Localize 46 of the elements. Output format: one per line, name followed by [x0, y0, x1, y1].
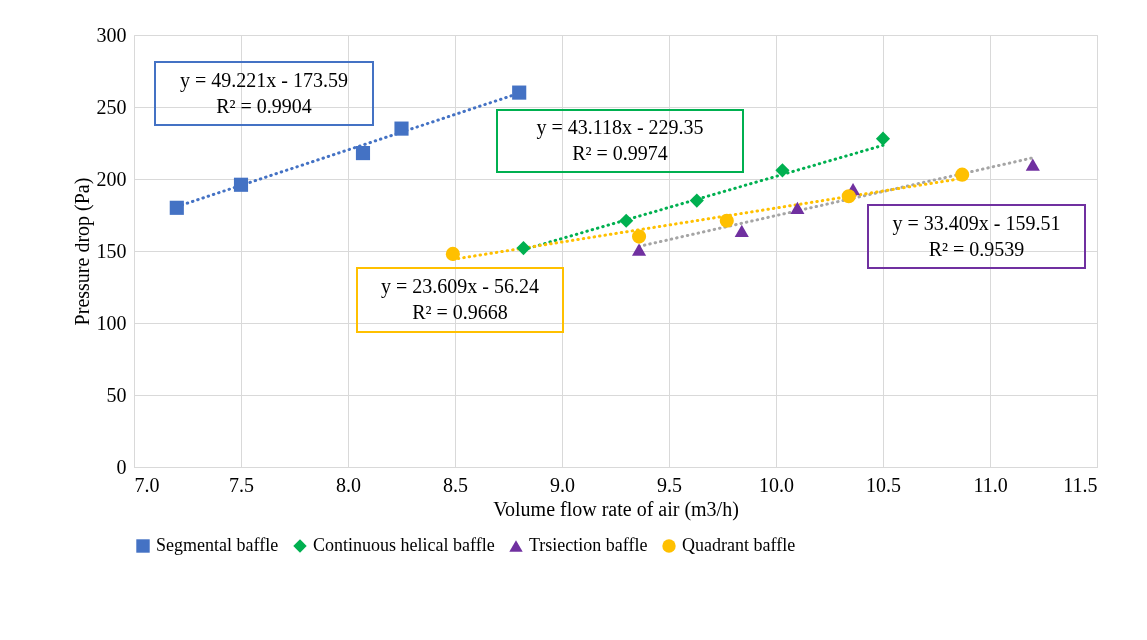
- x-tick-label: 8.5: [443, 473, 468, 496]
- x-tick-label: 10.0: [759, 473, 794, 496]
- point: [775, 163, 790, 178]
- x-axis-title: Volume flow rate of air (m3/h): [493, 497, 739, 521]
- x-tick-label: 8.0: [336, 473, 361, 496]
- point: [1025, 158, 1040, 171]
- x-tick-label: 9.5: [657, 473, 682, 496]
- y-tick-label: 150: [96, 239, 127, 262]
- y-tick-label: 250: [96, 95, 127, 118]
- point: [689, 193, 704, 208]
- legend-label: Trsiection baffle: [529, 535, 648, 555]
- point: [719, 213, 734, 228]
- point: [631, 229, 647, 244]
- point: [355, 146, 371, 161]
- y-tick-label: 50: [106, 383, 127, 406]
- point: [790, 201, 805, 214]
- point: [619, 213, 634, 228]
- x-tick-label: 10.5: [866, 473, 901, 496]
- legend-label: Continuous helical baffle: [313, 535, 495, 555]
- annotation: y = 49.221x - 173.59 R² = 0.9904: [180, 68, 348, 117]
- x-tick-label: 11.0: [973, 473, 1008, 496]
- point: [955, 167, 970, 182]
- point: [841, 189, 856, 204]
- legend-label: Quadrant baffle: [682, 535, 796, 555]
- point: [394, 121, 409, 136]
- point: [875, 131, 891, 146]
- annotation: y = 23.609x - 56.24 R² = 0.9668: [381, 275, 539, 323]
- x-tick-label: 7.0: [134, 473, 160, 496]
- point: [734, 224, 749, 237]
- annotation: y = 43.118x - 229.35 R² = 0.9974: [536, 116, 704, 164]
- point: [631, 243, 647, 256]
- x-tick-label: 9.0: [550, 473, 575, 496]
- y-tick-label: 100: [96, 311, 127, 334]
- y-tick-label: 200: [96, 167, 127, 190]
- point: [445, 246, 460, 261]
- point: [233, 177, 249, 192]
- point: [516, 241, 531, 256]
- annotation: y = 33.409x - 159.51 R² = 0.9539: [892, 211, 1061, 260]
- x-tick-label: 7.5: [229, 473, 254, 496]
- x-tick-label: 11.5: [1063, 473, 1098, 496]
- point: [169, 200, 184, 215]
- y-tick-label: 300: [96, 23, 127, 46]
- y-tick-label: 0: [116, 455, 127, 478]
- y-axis-title: Pressure drop (Pa): [70, 177, 94, 326]
- legend-label: Segmental baffle: [156, 535, 279, 555]
- point: [512, 85, 527, 100]
